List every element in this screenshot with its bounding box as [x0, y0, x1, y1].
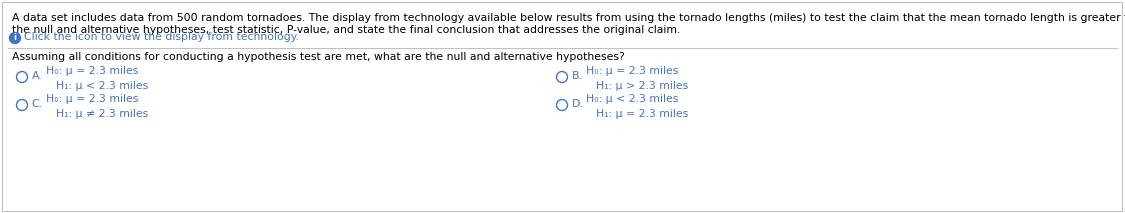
Text: B.: B. [572, 71, 583, 81]
Text: the null and alternative hypotheses, test statistic, P-value, and state the fina: the null and alternative hypotheses, tes… [12, 25, 681, 35]
Text: H₀: μ = 2.3 miles: H₀: μ = 2.3 miles [45, 66, 138, 76]
Text: D.: D. [572, 99, 583, 109]
Text: H₁: μ ≠ 2.3 miles: H₁: μ ≠ 2.3 miles [55, 109, 147, 119]
Circle shape [9, 33, 20, 43]
Text: i: i [14, 33, 17, 43]
FancyBboxPatch shape [2, 2, 1122, 211]
Text: A data set includes data from 500 random tornadoes. The display from technology : A data set includes data from 500 random… [12, 13, 1125, 23]
Text: H₁: μ < 2.3 miles: H₁: μ < 2.3 miles [55, 81, 147, 91]
Text: Assuming all conditions for conducting a hypothesis test are met, what are the n: Assuming all conditions for conducting a… [12, 52, 624, 62]
Text: H₀: μ = 2.3 miles: H₀: μ = 2.3 miles [45, 94, 138, 104]
Text: H₀: μ < 2.3 miles: H₀: μ < 2.3 miles [585, 94, 678, 104]
Text: H₀: μ = 2.3 miles: H₀: μ = 2.3 miles [585, 66, 678, 76]
Text: H₁: μ > 2.3 miles: H₁: μ > 2.3 miles [595, 81, 687, 91]
Text: A.: A. [32, 71, 42, 81]
Text: H₁: μ = 2.3 miles: H₁: μ = 2.3 miles [595, 109, 687, 119]
Text: Click the icon to view the display from technology.: Click the icon to view the display from … [25, 32, 299, 42]
Text: C.: C. [32, 99, 43, 109]
